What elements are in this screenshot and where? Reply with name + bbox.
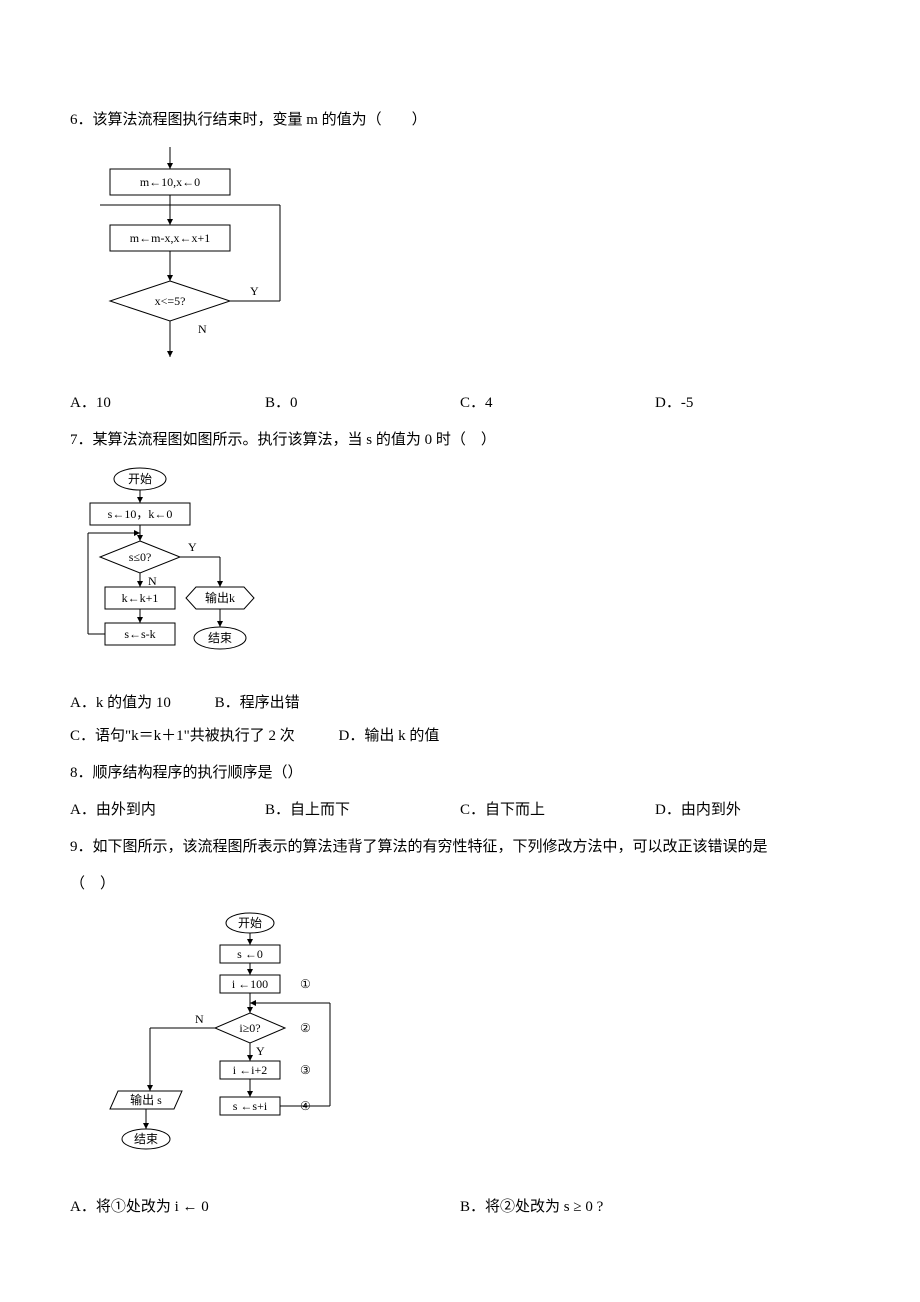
q9-cond: i≥0? bbox=[239, 1021, 260, 1035]
q7-options: A．k 的值为 10 B．程序出错 bbox=[70, 687, 850, 720]
q9-start: 开始 bbox=[238, 916, 262, 930]
q6-optA[interactable]: A．10 bbox=[70, 387, 265, 420]
q6-text: 6．该算法流程图执行结束时，变量 m 的值为（ ） bbox=[70, 104, 850, 137]
q6-box2: m←m-x,x←x+1 bbox=[130, 231, 210, 245]
q9-m3: ③ bbox=[300, 1063, 311, 1077]
q6-cond: x<=5? bbox=[155, 294, 186, 308]
q6-box1: m←10,x←0 bbox=[140, 175, 200, 189]
q9-end: 结束 bbox=[134, 1132, 158, 1146]
q7-end: 结束 bbox=[208, 631, 232, 645]
q9-Y: Y bbox=[256, 1044, 265, 1058]
q7-optA[interactable]: A．k 的值为 10 bbox=[70, 687, 171, 720]
q9-paren: （ ） bbox=[70, 868, 850, 901]
q6-optC[interactable]: C．4 bbox=[460, 387, 655, 420]
q9-optA[interactable]: A．将①处改为 i ← 0 bbox=[70, 1191, 460, 1224]
q6-N: N bbox=[198, 322, 207, 336]
q9-text: 9．如下图所示，该流程图所表示的算法违背了算法的有穷性特征，下列修改方法中，可以… bbox=[70, 831, 850, 864]
q7-optD[interactable]: D．输出 k 的值 bbox=[339, 720, 440, 753]
q7-init: s←10，k←0 bbox=[108, 507, 173, 521]
q6-Y: Y bbox=[250, 284, 259, 298]
q7-start: 开始 bbox=[128, 472, 152, 486]
q7-inc: k←k+1 bbox=[122, 591, 159, 605]
q9-optB[interactable]: B．将②处改为 s ≥ 0 ? bbox=[460, 1191, 850, 1224]
q7-flowchart: 开始 s←10，k←0 s≤0? Y N 输出k 结束 k←k+1 s←s-k bbox=[80, 467, 850, 677]
q9-flowchart: 开始 s ←0 i ←100 ① i≥0? ② Y N 输出 s 结束 i ←i… bbox=[100, 911, 850, 1181]
q8-text: 8．顺序结构程序的执行顺序是（） bbox=[70, 757, 850, 790]
q7-dec: s←s-k bbox=[124, 627, 155, 641]
q7-text: 7．某算法流程图如图所示。执行该算法，当 s 的值为 0 时（ ） bbox=[70, 424, 850, 457]
q9-m1: ① bbox=[300, 977, 311, 991]
q6-optD[interactable]: D．-5 bbox=[655, 387, 850, 420]
q7-N: N bbox=[148, 574, 157, 588]
q7-options2: C．语句"k＝k＋1"共被执行了 2 次 D．输出 k 的值 bbox=[70, 720, 850, 753]
q7-optB[interactable]: B．程序出错 bbox=[215, 687, 300, 720]
q7-optC[interactable]: C．语句"k＝k＋1"共被执行了 2 次 bbox=[70, 720, 295, 753]
q9-N: N bbox=[195, 1012, 204, 1026]
q9-out: 输出 s bbox=[130, 1092, 162, 1107]
q9-options: A．将①处改为 i ← 0 B．将②处改为 s ≥ 0 ? bbox=[70, 1191, 850, 1224]
q9-b2: i ←100 bbox=[232, 977, 268, 991]
q9-m2: ② bbox=[300, 1021, 311, 1035]
q8-optD[interactable]: D．由内到外 bbox=[655, 794, 850, 827]
q8-options: A．由外到内 B．自上而下 C．自下而上 D．由内到外 bbox=[70, 794, 850, 827]
q7-Y: Y bbox=[188, 540, 197, 554]
q7-cond: s≤0? bbox=[129, 550, 152, 564]
q9-b1: s ←0 bbox=[237, 947, 263, 961]
q8-optB[interactable]: B．自上而下 bbox=[265, 794, 460, 827]
q9-b4: s ←s+i bbox=[233, 1099, 268, 1113]
q8-optC[interactable]: C．自下而上 bbox=[460, 794, 655, 827]
q8-optA[interactable]: A．由外到内 bbox=[70, 794, 265, 827]
q9-b3: i ←i+2 bbox=[233, 1063, 267, 1077]
q6-flowchart: m←10,x←0 m←m-x,x←x+1 x<=5? Y N bbox=[80, 147, 850, 377]
q6-options: A．10 B．0 C．4 D．-5 bbox=[70, 387, 850, 420]
q6-optB[interactable]: B．0 bbox=[265, 387, 460, 420]
q7-out: 输出k bbox=[205, 590, 235, 605]
